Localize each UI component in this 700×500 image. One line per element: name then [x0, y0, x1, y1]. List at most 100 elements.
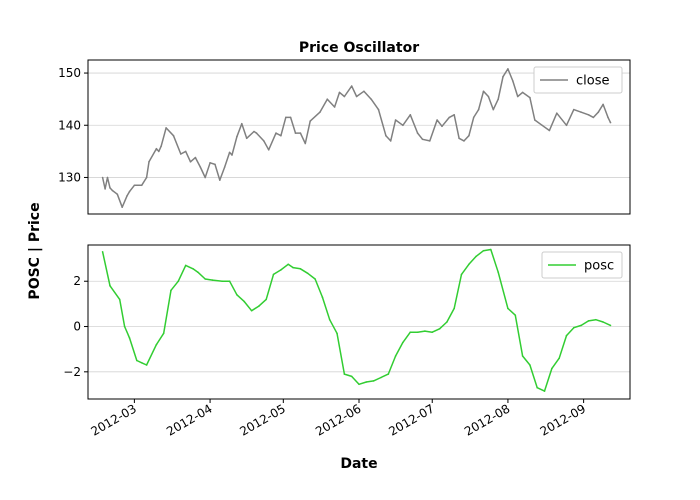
close-data-point [502, 75, 504, 78]
posc-data-point [402, 341, 404, 344]
legend-label: posc [584, 259, 614, 274]
posc-data-point [197, 271, 199, 274]
close-data-point [126, 194, 128, 197]
close-data-point [472, 116, 475, 119]
posc-data-point [243, 300, 246, 303]
posc-legend: posc [541, 251, 623, 279]
posc-data-point [343, 373, 346, 375]
close-data-point [104, 188, 106, 190]
close-data-point [421, 138, 424, 141]
chart-title: Price Oscillator [299, 40, 419, 56]
close-data-point [587, 114, 590, 116]
posc-data-point [287, 263, 290, 266]
posc-data-point [221, 280, 224, 283]
posc-data-point [177, 280, 180, 283]
close-data-point [223, 166, 226, 168]
close-data-point [389, 140, 392, 142]
posc-data-point [468, 263, 470, 266]
close-data-point [299, 132, 302, 134]
close-data-point [140, 184, 143, 187]
posc-data-point [204, 278, 206, 280]
posc-data-point [228, 280, 231, 283]
y-axis-title: POSC | Price [27, 202, 43, 299]
y-tick-label: 130 [58, 170, 81, 184]
posc-data-point [350, 375, 353, 378]
close-data-point [463, 140, 465, 142]
close-data-point [280, 134, 282, 137]
posc-data-point [602, 321, 604, 323]
close-data-point [458, 137, 460, 140]
posc-data-point [118, 298, 121, 301]
posc-data-point [558, 357, 560, 360]
posc-data-point [306, 272, 309, 275]
close-data-point [529, 96, 531, 99]
close-data-point [565, 124, 568, 127]
close-data-point [333, 106, 336, 108]
close-data-point [487, 95, 490, 98]
close-data-point [516, 95, 519, 98]
posc-data-point [565, 334, 568, 337]
close-data-point [602, 103, 604, 106]
close-data-point [409, 114, 412, 116]
posc-data-point [394, 355, 397, 357]
close-data-point [482, 90, 485, 93]
close-data-point [556, 112, 558, 114]
close-data-point [199, 166, 202, 168]
close-data-point [580, 111, 582, 113]
posc-data-point [543, 390, 546, 392]
posc-data-point [490, 248, 492, 251]
close-data-point [228, 151, 231, 154]
posc-data-point [595, 318, 597, 321]
close-data-point [592, 116, 595, 119]
close-data-point [267, 149, 270, 151]
y-tick-label: 0 [73, 320, 81, 334]
posc-data-point [258, 305, 260, 307]
close-data-point [241, 122, 243, 125]
posc-data-point [587, 320, 590, 322]
close-data-point [263, 140, 265, 142]
posc-data-point [529, 364, 531, 366]
close-data-point [106, 176, 109, 179]
close-data-point [253, 130, 255, 133]
posc-data-point [123, 325, 126, 328]
close-data-point [172, 134, 175, 137]
posc-data-point [292, 266, 294, 269]
posc-data-point [155, 343, 158, 346]
close-data-point [121, 206, 123, 208]
close-data-point [236, 135, 238, 138]
close-data-point [607, 116, 609, 119]
posc-data-point [314, 278, 316, 280]
posc-data-point [416, 331, 419, 334]
posc-data-point [250, 309, 253, 312]
posc-data-point [365, 381, 368, 383]
close-data-point [548, 129, 551, 132]
posc-data-point [328, 318, 331, 321]
close-data-point [377, 108, 380, 111]
close-data-point [436, 119, 438, 121]
posc-data-point [497, 271, 500, 274]
posc-data-point [573, 326, 575, 329]
close-data-point [453, 114, 456, 116]
posc-data-point [431, 331, 434, 334]
close-data-point [448, 116, 451, 119]
y-tick-label: 2 [73, 274, 81, 288]
posc-data-point [170, 289, 172, 292]
close-data-point [343, 95, 346, 98]
close-data-point [521, 91, 524, 94]
legend-box [533, 66, 623, 94]
posc-data-point [128, 337, 131, 339]
close-data-point [180, 153, 182, 155]
close-data-point [609, 121, 612, 124]
x-axis-title: Date [340, 456, 377, 472]
close-data-point [204, 176, 206, 179]
close-data-point [165, 127, 167, 129]
close-data-point [416, 132, 419, 134]
close-data-point [394, 119, 397, 121]
close-data-point [184, 150, 187, 153]
close-data-point [231, 154, 233, 156]
close-data-point [289, 116, 292, 119]
close-data-point [326, 98, 329, 100]
close-data-point [385, 134, 387, 137]
price-legend: close [533, 66, 623, 94]
